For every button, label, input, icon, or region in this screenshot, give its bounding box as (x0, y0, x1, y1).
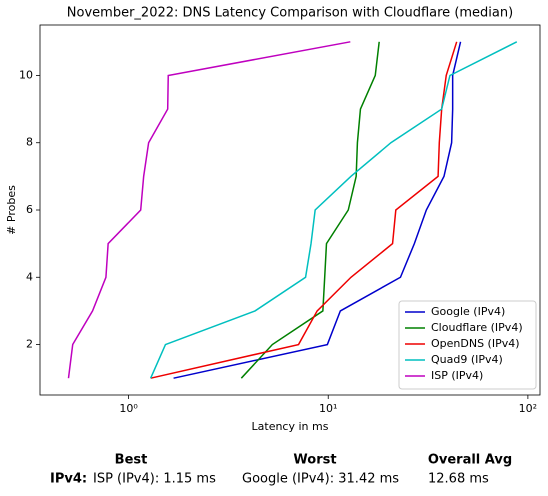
legend-label: OpenDNS (IPv4) (431, 337, 520, 350)
table-header: Overall Avg (428, 453, 512, 468)
x-tick-label: 10² (519, 402, 537, 415)
legend-label: Quad9 (IPv4) (431, 353, 503, 366)
series-line (67, 41, 351, 379)
y-axis-label: # Probes (5, 185, 18, 235)
x-axis-label: Latency in ms (252, 420, 329, 433)
y-tick-label: 8 (26, 136, 33, 149)
chart-title: November_2022: DNS Latency Comparison wi… (67, 6, 513, 21)
x-tick-label: 10⁰ (119, 402, 138, 415)
table-cell: Google (IPv4): 31.42 ms (242, 472, 399, 487)
table-header: Best (115, 453, 148, 468)
legend-box (398, 300, 537, 390)
series-line (149, 41, 518, 379)
y-tick-label: 2 (26, 338, 33, 351)
table-header: Worst (293, 453, 336, 468)
legend-label: Google (IPv4) (431, 305, 505, 318)
series-line (240, 41, 380, 379)
legend-label: Cloudflare (IPv4) (431, 321, 523, 334)
series-line (150, 41, 458, 379)
table-cell: 12.68 ms (428, 472, 489, 487)
table-row-label: IPv4: (50, 472, 87, 487)
y-tick-label: 4 (26, 270, 33, 283)
legend-label: ISP (IPv4) (431, 369, 483, 382)
y-tick-label: 10 (19, 68, 33, 81)
series-line (173, 41, 462, 379)
x-tick-label: 10¹ (319, 402, 337, 415)
y-tick-label: 6 (26, 203, 33, 216)
table-cell: ISP (IPv4): 1.15 ms (93, 472, 216, 487)
